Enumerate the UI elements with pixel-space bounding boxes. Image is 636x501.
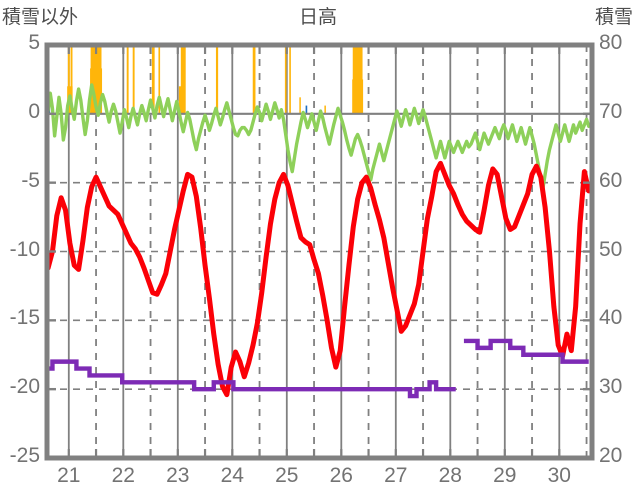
y-axis-left-tick-label: -15: [9, 306, 40, 330]
y-axis-right-tick-label: 70: [599, 99, 623, 123]
x-axis-tick-label: 29: [493, 464, 517, 487]
precipitation-rain-bars: [67, 45, 364, 114]
humidity-series-line: [47, 83, 591, 190]
x-axis-tick-label: 21: [57, 464, 81, 487]
y-axis-right-tick-label: 20: [599, 444, 623, 467]
y-axis-left-tick-label: -25: [9, 444, 40, 467]
x-axis-tick-label: 28: [438, 464, 462, 487]
x-axis-tick-label: 26: [329, 464, 353, 487]
snow-depth-series-line: [48, 359, 456, 399]
y-axis-left-tick-label: -20: [9, 375, 40, 399]
y-axis-right-tick-label: 30: [599, 375, 623, 399]
y-axis-left-tick-label: 5: [28, 31, 40, 54]
snow-depth-series-line-2: [463, 338, 589, 364]
y-axis-left-tick-label: -5: [21, 168, 40, 192]
y-axis-left-tick-label: 0: [28, 99, 40, 123]
temperature-series-line: [47, 160, 592, 398]
x-axis-tick-label: 23: [166, 464, 190, 487]
right-axis-title: 積雪: [594, 7, 633, 28]
left-axis-title: 積雪以外: [2, 7, 79, 28]
x-axis-tick-label: 30: [547, 464, 571, 487]
x-axis-tick-label: 24: [220, 464, 244, 487]
y-axis-right-tick-label: 60: [599, 168, 623, 192]
axis-tick-marks: [47, 43, 592, 460]
y-axis-right-tick-label: 50: [599, 237, 623, 261]
x-axis-tick-label: 22: [111, 464, 135, 487]
y-axis-right-tick-label: 80: [599, 31, 623, 54]
y-axis-right-tick-label: 40: [599, 306, 623, 330]
x-axis-tick-label: 25: [275, 464, 299, 487]
y-axis-left-tick-label: -10: [9, 237, 40, 261]
x-axis-tick-label: 27: [384, 464, 408, 487]
page-title: 日高: [298, 7, 337, 28]
